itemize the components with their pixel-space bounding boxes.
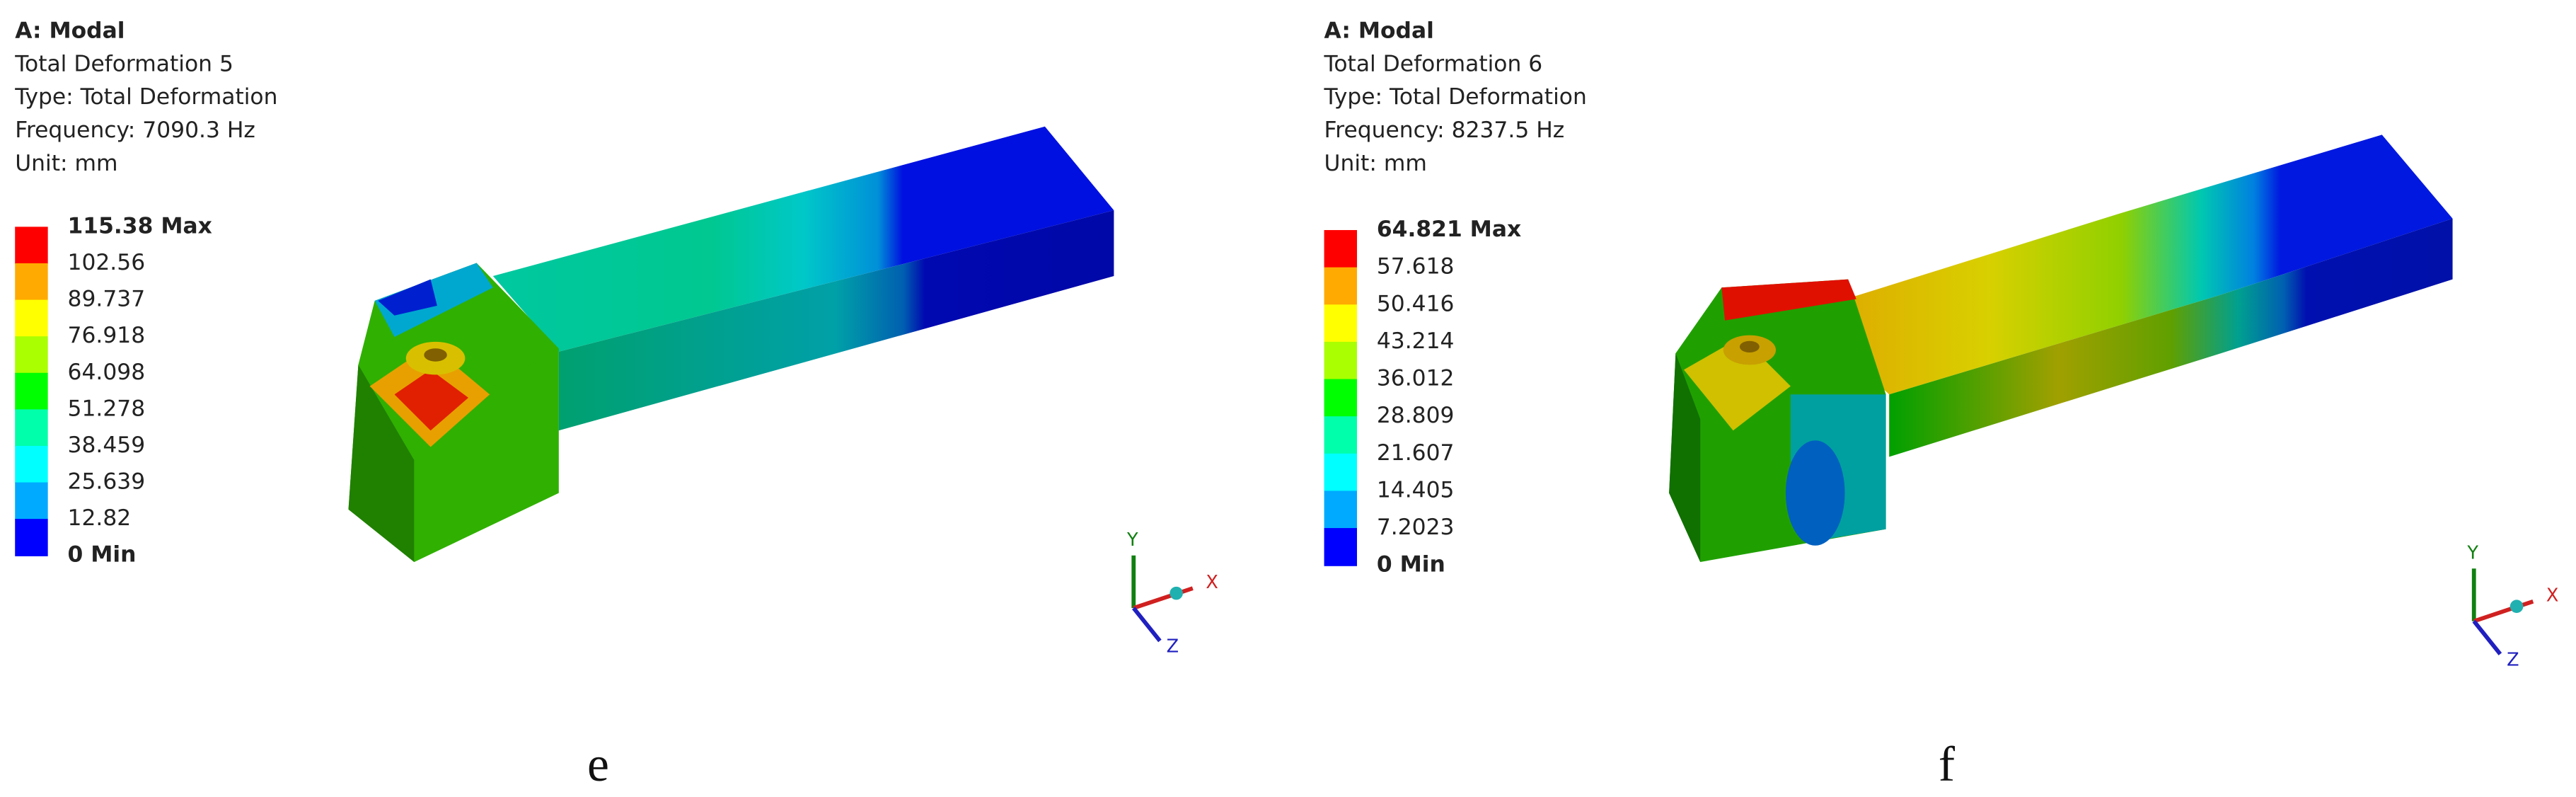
- legend-swatch: [1324, 230, 1358, 268]
- header-line: Total Deformation 6: [1324, 51, 1543, 76]
- legend-label: 64.821 Max: [1377, 217, 1521, 242]
- legend-swatch: [15, 445, 48, 483]
- model-e: [348, 126, 1114, 563]
- axis-z: [2472, 619, 2502, 655]
- legend-label: 89.737: [68, 287, 146, 312]
- legend-label: 57.618: [1377, 254, 1455, 280]
- axis-label: X: [1206, 572, 1218, 593]
- axis-ball: [2509, 600, 2524, 613]
- legend-label: 0 Min: [1377, 552, 1445, 578]
- legend-swatch: [1324, 341, 1358, 380]
- legend-label: 76.918: [68, 323, 146, 348]
- header-line: Unit: mm: [1324, 151, 1427, 176]
- legend-label: 0 Min: [68, 542, 137, 568]
- caption: e: [587, 738, 609, 792]
- legend-swatch: [15, 299, 48, 338]
- axis-x: [2473, 599, 2534, 624]
- legend-label: 50.416: [1377, 291, 1455, 316]
- legend-label: 38.459: [68, 432, 146, 458]
- legend-swatch: [1324, 528, 1358, 566]
- legend-label: 51.278: [68, 396, 146, 421]
- axis-label: Y: [2466, 542, 2478, 563]
- legend-label: 14.405: [1377, 477, 1455, 503]
- legend-label: 25.639: [68, 469, 146, 495]
- legend-swatch: [1324, 416, 1358, 454]
- axis-label: Z: [1167, 636, 1179, 658]
- axis-label: Z: [2507, 649, 2519, 670]
- legend-swatch: [15, 482, 48, 520]
- legend-label: 21.607: [1377, 440, 1455, 466]
- axis-x: [1133, 586, 1194, 610]
- legend-swatch: [15, 227, 48, 265]
- legend-swatch: [1324, 304, 1358, 343]
- header-line: A: Modal: [1324, 18, 1434, 43]
- legend-swatch: [15, 409, 48, 447]
- axis-ball: [1169, 586, 1183, 600]
- legend-label: 102.56: [68, 250, 146, 275]
- caption: f: [1939, 738, 1956, 792]
- axis-label: X: [2546, 585, 2558, 607]
- legend-label: 64.098: [68, 360, 146, 385]
- legend-swatch: [1324, 453, 1358, 492]
- header-line: Frequency: 7090.3 Hz: [15, 117, 255, 143]
- header-line: Frequency: 8237.5 Hz: [1324, 117, 1565, 143]
- header-line: Type: Total Deformation: [1324, 84, 1587, 110]
- legend-swatch: [15, 336, 48, 374]
- legend-swatch: [15, 519, 48, 556]
- axis-label: Y: [1126, 529, 1138, 551]
- legend-label: 115.38 Max: [68, 213, 212, 239]
- legend-label: 36.012: [1377, 366, 1455, 391]
- header-line: Type: Total Deformation: [14, 84, 277, 110]
- legend-swatch: [1324, 379, 1358, 418]
- model-f: [1669, 134, 2453, 563]
- legend-swatch: [15, 372, 48, 411]
- legend-label: 28.809: [1377, 403, 1455, 428]
- legend-swatch: [1324, 267, 1358, 306]
- axis-z: [1131, 607, 1162, 643]
- legend-swatch: [15, 263, 48, 301]
- header-line: Total Deformation 5: [14, 51, 233, 76]
- header-line: Unit: mm: [15, 151, 117, 176]
- legend-label: 43.214: [1377, 328, 1455, 354]
- legend-swatch: [1324, 491, 1358, 529]
- header-line: A: Modal: [15, 18, 125, 43]
- legend-label: 12.82: [68, 505, 132, 531]
- legend-label: 7.2023: [1377, 515, 1455, 540]
